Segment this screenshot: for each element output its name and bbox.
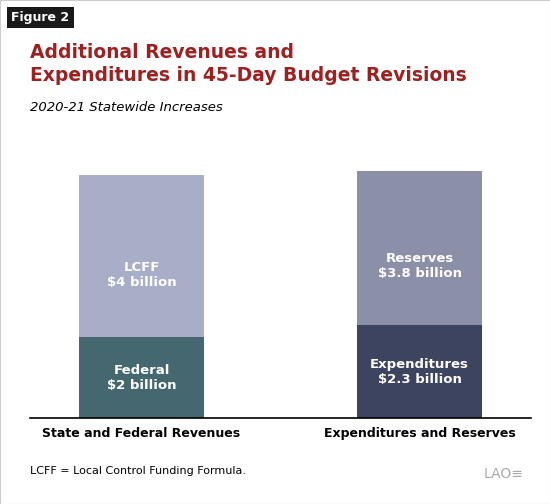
Text: LAO≡: LAO≡ [484, 467, 524, 481]
Text: 2020-21 Statewide Increases: 2020-21 Statewide Increases [30, 101, 223, 114]
Text: Additional Revenues and
Expenditures in 45-Day Budget Revisions: Additional Revenues and Expenditures in … [30, 43, 467, 85]
Bar [79, 175, 204, 337]
Text: Expenditures
$2.3 billion: Expenditures $2.3 billion [370, 358, 469, 386]
Text: Figure 2: Figure 2 [11, 11, 69, 24]
Bar [79, 337, 204, 418]
Text: LCFF = Local Control Funding Formula.: LCFF = Local Control Funding Formula. [30, 466, 246, 476]
Text: LCFF
$4 billion: LCFF $4 billion [107, 262, 177, 289]
Text: Reserves
$3.8 billion: Reserves $3.8 billion [377, 253, 461, 280]
Text: Federal
$2 billion: Federal $2 billion [107, 364, 176, 392]
Bar [357, 171, 482, 325]
Bar [357, 325, 482, 418]
